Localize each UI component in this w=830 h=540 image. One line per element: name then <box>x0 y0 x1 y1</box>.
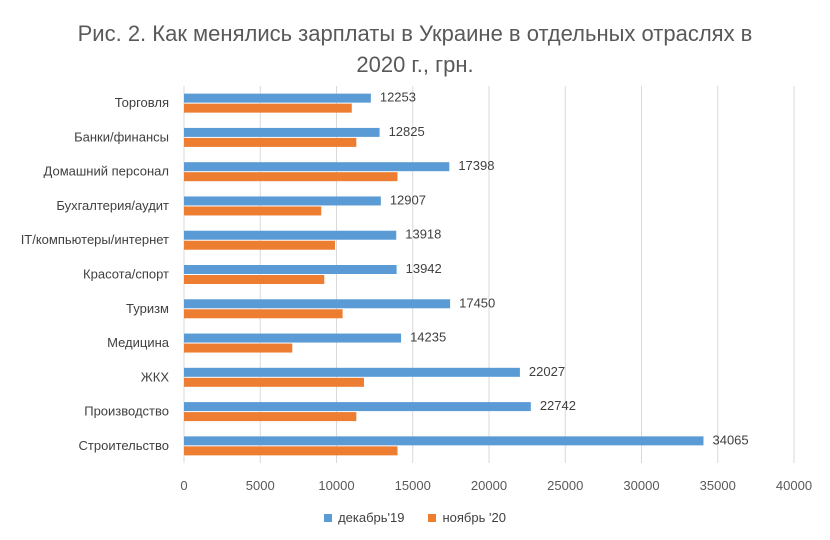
bar-dec19 <box>184 367 520 377</box>
category-label: ЖКХ <box>141 369 170 384</box>
legend-entry-dec19: декабрь'19 <box>324 510 404 525</box>
category-label: Строительство <box>79 438 169 453</box>
bar-dec19 <box>184 162 450 172</box>
x-tick-label: 30000 <box>623 478 659 493</box>
data-label: 12907 <box>390 192 426 207</box>
chart-title-line-2: 2020 г., грн. <box>356 52 474 77</box>
bar-nov20 <box>184 412 357 422</box>
bar-nov20 <box>184 172 398 182</box>
bar-dec19 <box>184 127 380 137</box>
bar-dec19 <box>184 402 531 412</box>
legend-label-nov20: ноябрь '20 <box>442 510 506 525</box>
category-label: Домашний персонал <box>44 164 169 179</box>
bar-nov20 <box>184 137 357 147</box>
bar-dec19 <box>184 196 381 206</box>
data-label: 22742 <box>540 398 576 413</box>
data-label: 12253 <box>380 90 416 105</box>
bar-dec19 <box>184 230 397 240</box>
data-label: 14235 <box>410 330 446 345</box>
x-tick-label: 20000 <box>471 478 507 493</box>
x-tick-label: 10000 <box>318 478 354 493</box>
bar-nov20 <box>184 103 352 113</box>
data-label: 22027 <box>529 364 565 379</box>
data-label: 34065 <box>712 432 748 447</box>
bar-dec19 <box>184 436 704 446</box>
legend-swatch-dec19 <box>324 513 333 522</box>
x-tick-label: 0 <box>180 478 187 493</box>
bar-dec19 <box>184 265 397 274</box>
bar-nov20 <box>184 240 335 250</box>
data-label: 13942 <box>406 261 442 276</box>
legend: декабрь'19 ноябрь '20 <box>0 510 830 525</box>
bar-dec19 <box>184 299 451 309</box>
bar-nov20 <box>184 377 364 387</box>
chart-title: Рис. 2. Как менялись зарплаты в Украине … <box>40 18 790 80</box>
legend-label-dec19: декабрь'19 <box>338 510 405 525</box>
category-label: Туризм <box>126 301 169 316</box>
bar-nov20 <box>184 343 293 353</box>
x-tick-label: 25000 <box>547 478 583 493</box>
x-tick-label: 40000 <box>776 478 812 493</box>
category-label: Торговля <box>115 95 169 110</box>
data-label: 13918 <box>405 227 441 242</box>
bar-nov20 <box>184 275 325 284</box>
x-tick-label: 5000 <box>246 478 275 493</box>
chart-title-line-1: Рис. 2. Как менялись зарплаты в Украине … <box>77 21 753 46</box>
category-label: Производство <box>84 404 169 419</box>
data-label: 17450 <box>459 295 495 310</box>
bar-nov20 <box>184 446 398 456</box>
legend-swatch-nov20 <box>428 513 437 522</box>
bar-nov20 <box>184 206 322 216</box>
category-label: IT/компьютеры/интернет <box>21 232 169 247</box>
bar-dec19 <box>184 333 402 343</box>
data-label: 12825 <box>389 124 425 139</box>
category-label: Банки/финансы <box>74 129 169 144</box>
data-label: 17398 <box>458 158 494 173</box>
category-label: Медицина <box>107 335 170 350</box>
legend-entry-nov20: ноябрь '20 <box>428 510 506 525</box>
bar-nov20 <box>184 309 343 319</box>
category-label: Красота/спорт <box>83 267 169 282</box>
x-tick-label: 15000 <box>395 478 431 493</box>
category-label: Бухгалтерия/аудит <box>56 198 169 213</box>
x-tick-label: 35000 <box>700 478 736 493</box>
bar-dec19 <box>184 93 371 103</box>
